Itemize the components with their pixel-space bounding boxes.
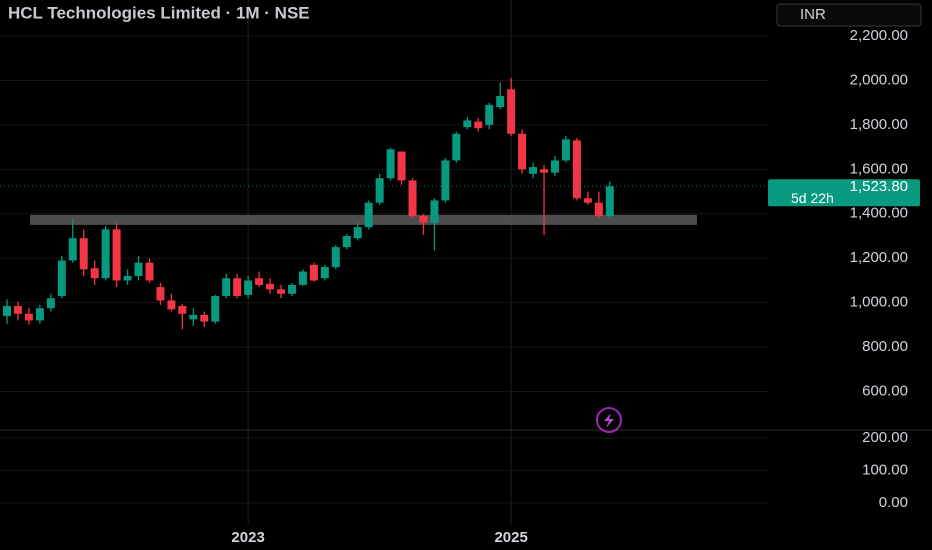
live-icon[interactable] [596, 407, 622, 433]
y-tick-label: 1,000.00 [850, 294, 908, 311]
currency[interactable]: INR [800, 6, 826, 23]
candle-body [485, 104, 494, 125]
candle-body [386, 149, 395, 179]
candle-body [572, 140, 581, 199]
candle-body [90, 268, 99, 279]
candle-body [35, 308, 44, 321]
chart-title: HCL Technologies Limited · 1M · NSE [8, 3, 310, 22]
countdown-label: 5d 22h [791, 190, 834, 206]
y-tick-label: 1,400.00 [850, 205, 908, 222]
candle-body [200, 314, 209, 322]
candle-body [419, 216, 428, 223]
candle-body [277, 289, 285, 294]
candle-body [452, 133, 461, 161]
candle-body [397, 151, 406, 181]
axes: 600.00 800.00 1,000.00 1,200.00 1,400.00 1,60… [231, 27, 920, 546]
y-tick-label: 2,200.00 [850, 27, 908, 44]
x-tick-label: 2025 [494, 529, 527, 546]
candle-body [364, 202, 373, 228]
candle-body [309, 264, 318, 281]
y-tick-label: 800.00 [862, 338, 908, 355]
candle-body [24, 313, 33, 321]
candle-body [529, 167, 538, 174]
candle-body [222, 278, 231, 296]
candle-body [353, 227, 362, 239]
candle-body [79, 238, 88, 270]
candle-body [298, 271, 307, 285]
candle-body [134, 262, 143, 276]
candle-body [156, 287, 165, 301]
candle-body [540, 169, 549, 173]
candle-body [594, 202, 603, 216]
candle-body [68, 238, 77, 261]
candle-body [178, 306, 187, 314]
y-tick-label: 1,200.00 [850, 249, 908, 266]
y-tick-label: 1,800.00 [850, 116, 908, 133]
candle-body [507, 89, 516, 134]
y2-tick-label: 0.00 [879, 494, 908, 511]
candle-body [474, 121, 483, 129]
candle-body [561, 139, 570, 161]
plot [0, 77, 768, 330]
candle-body [496, 96, 505, 108]
candle-body [123, 276, 132, 281]
currency-box[interactable] [776, 3, 922, 27]
y2-tick-label: 200.00 [862, 429, 908, 446]
candle-body [463, 120, 472, 128]
candle-body [189, 314, 198, 320]
candle-body [551, 160, 559, 173]
candle-body [266, 283, 275, 290]
y-tick-label: 1,600.00 [850, 160, 908, 177]
y-tick-label: 600.00 [862, 383, 908, 400]
last-price-tag [768, 179, 920, 207]
live-icon-bolt [604, 413, 614, 428]
x-tick-label: 2023 [231, 529, 264, 546]
candle-body [167, 300, 176, 310]
support-zone [30, 214, 697, 225]
candle-body [331, 247, 340, 268]
candle-body [320, 267, 329, 279]
candle-body [255, 278, 264, 285]
y2-tick-label: 100.00 [862, 461, 908, 478]
candle-body [408, 180, 417, 216]
candle-body [112, 229, 121, 281]
candle-body [3, 306, 11, 316]
candle-body [233, 278, 242, 296]
candle-body [145, 262, 154, 281]
candle-body [583, 198, 592, 203]
candle-body [518, 133, 527, 170]
candle-body [430, 200, 439, 223]
candle-body [287, 284, 296, 294]
candle-body [441, 160, 450, 201]
candle-body [13, 306, 22, 314]
candle-body [46, 298, 55, 309]
last-price-label: 1,523.80 [850, 178, 908, 195]
candle-body [375, 178, 384, 203]
candle-body [57, 260, 66, 296]
candle-body [605, 186, 614, 216]
y-tick-label: 2,000.00 [850, 71, 908, 88]
candle-body [211, 296, 220, 322]
candle-body [342, 236, 351, 248]
candle-body [101, 229, 110, 279]
candle-body [244, 280, 253, 295]
grid [0, 0, 768, 525]
